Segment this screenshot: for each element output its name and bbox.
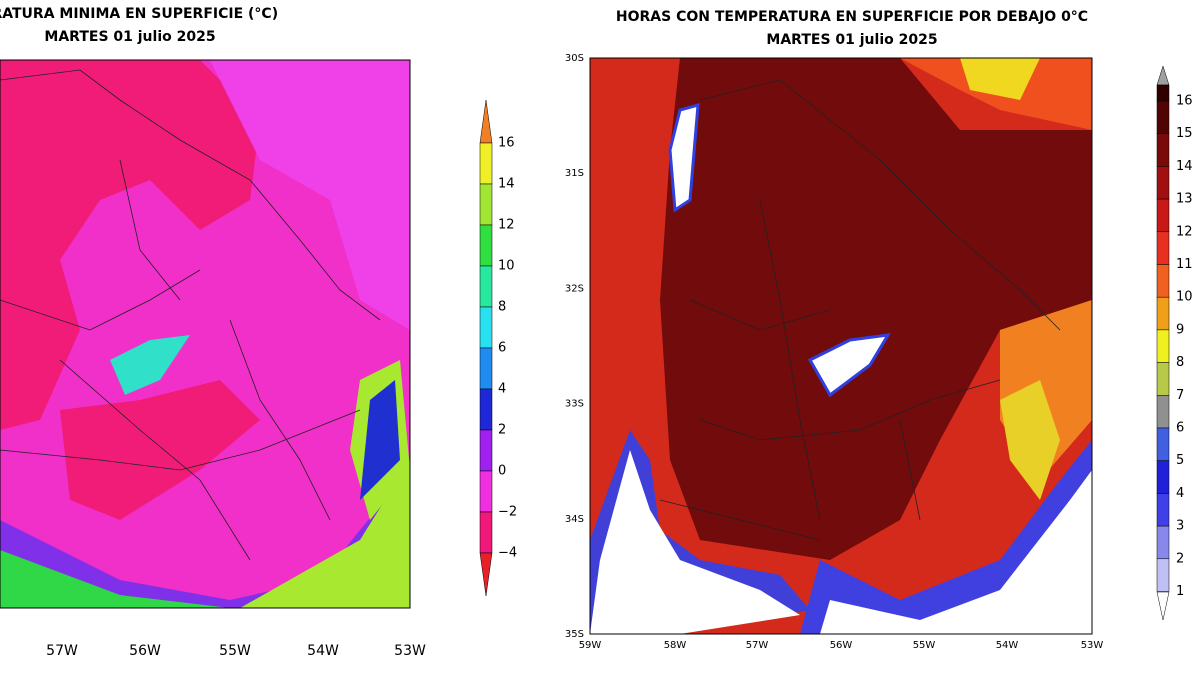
- y-label: 33S: [565, 399, 584, 410]
- x-label: 53W: [1081, 640, 1104, 651]
- colorbar-label: −4: [498, 546, 517, 561]
- x-label: 56W: [129, 643, 161, 659]
- colorbar-cap: [1156, 65, 1170, 86]
- x-label: 55W: [219, 643, 251, 659]
- colorbar-swatch: [1156, 231, 1170, 265]
- colorbar-swatch: [479, 511, 493, 554]
- x-label: 54W: [307, 643, 339, 659]
- x-label: 57W: [46, 643, 78, 659]
- colorbar-swatch: [1156, 558, 1170, 592]
- colorbar-swatch: [1156, 100, 1170, 134]
- colorbar-swatch: [1156, 362, 1170, 396]
- colorbar-swatch: [479, 265, 493, 308]
- x-label: 55W: [913, 640, 936, 651]
- colorbar-label: 14: [1176, 159, 1193, 174]
- colorbar-label: 15: [1176, 126, 1193, 141]
- colorbar-swatch: [1156, 84, 1170, 102]
- colorbar-swatch: [1156, 460, 1170, 494]
- colorbar-label: 8: [498, 300, 506, 315]
- title: ERATURA MINIMA EN SUPERFICIE (°C): [0, 6, 278, 22]
- colorbar-label: 13: [1176, 192, 1193, 207]
- colorbar-label: 9: [1176, 322, 1184, 337]
- colorbar-label: 6: [498, 341, 506, 356]
- y-label: 31S: [565, 168, 584, 179]
- colorbar-cap: [479, 552, 493, 597]
- colorbar-swatch: [479, 470, 493, 513]
- colorbar-label: 5: [1176, 453, 1184, 468]
- colorbar-label: 2: [1176, 551, 1184, 566]
- colorbar-swatch: [1156, 264, 1170, 298]
- right-map: HORAS CON TEMPERATURA EN SUPERFICIE POR …: [589, 9, 1193, 635]
- colorbar-label: 10: [1176, 290, 1193, 305]
- x-label: 56W: [830, 640, 853, 651]
- colorbar-swatch: [1156, 493, 1170, 527]
- colorbar-label: 3: [1176, 519, 1184, 534]
- colorbar-label: 2: [498, 423, 506, 438]
- y-label: 34S: [565, 514, 584, 525]
- left-map: ERATURA MINIMA EN SUPERFICIE (°C) MARTES…: [0, 6, 517, 609]
- colorbar-swatch: [479, 388, 493, 431]
- colorbar-swatch: [479, 429, 493, 472]
- colorbar-swatch: [479, 306, 493, 349]
- x-label: 54W: [996, 640, 1019, 651]
- x-label: 53W: [394, 643, 426, 659]
- colorbar-label: 6: [1176, 421, 1184, 436]
- x-label: 59W: [579, 640, 602, 651]
- colorbar-label: 1: [1176, 584, 1184, 599]
- colorbar-swatch: [1156, 198, 1170, 233]
- colorbar-label: 10: [498, 259, 515, 274]
- x-label: 57W: [746, 640, 769, 651]
- y-label: 32S: [565, 283, 584, 294]
- colorbar-label: 0: [498, 464, 506, 479]
- colorbar-label: 12: [498, 218, 515, 233]
- map-frame: [0, 59, 411, 609]
- y-label: 35S: [565, 629, 584, 640]
- map-frame: [589, 57, 1093, 635]
- colorbar-label: 11: [1176, 257, 1193, 272]
- colorbar-label: 7: [1176, 388, 1184, 403]
- colorbar-swatch: [1156, 166, 1170, 200]
- colorbar-swatch: [479, 347, 493, 390]
- colorbar-label: 8: [1176, 355, 1184, 370]
- subtitle: MARTES 01 julio 2025: [766, 32, 937, 48]
- subtitle: MARTES 01 julio 2025: [44, 29, 215, 45]
- colorbar-swatch: [479, 224, 493, 267]
- colorbar-swatch: [1156, 427, 1170, 461]
- colorbar-swatch: [1156, 296, 1170, 331]
- colorbar-swatch: [1156, 133, 1170, 167]
- y-label: 30S: [565, 53, 584, 64]
- colorbar-label: 4: [498, 382, 506, 397]
- x-label: 58W: [664, 640, 687, 651]
- colorbar-swatch: [479, 142, 493, 185]
- colorbar: 16 15 14 13 12 11 10 9 8 7 6 5 4 3 2 1: [1156, 65, 1193, 621]
- colorbar-swatch: [1156, 525, 1170, 560]
- map-field: [0, 60, 410, 608]
- colorbar-label: 16: [498, 136, 515, 151]
- colorbar-label: 14: [498, 177, 515, 192]
- title: HORAS CON TEMPERATURA EN SUPERFICIE POR …: [616, 9, 1088, 25]
- colorbar-swatch: [479, 183, 493, 226]
- colorbar-label: 4: [1176, 486, 1184, 501]
- colorbar-label: 16: [1176, 94, 1193, 109]
- colorbar-label: 12: [1176, 224, 1193, 239]
- colorbar: 16 14 12 10 8 6 4 2 0 −2 −4: [479, 99, 517, 597]
- colorbar-swatch: [1156, 395, 1170, 429]
- colorbar-cap: [1156, 591, 1170, 621]
- colorbar-label: −2: [498, 505, 517, 520]
- colorbar-cap: [479, 99, 493, 144]
- colorbar-swatch: [1156, 329, 1170, 363]
- map-field: [590, 58, 1092, 634]
